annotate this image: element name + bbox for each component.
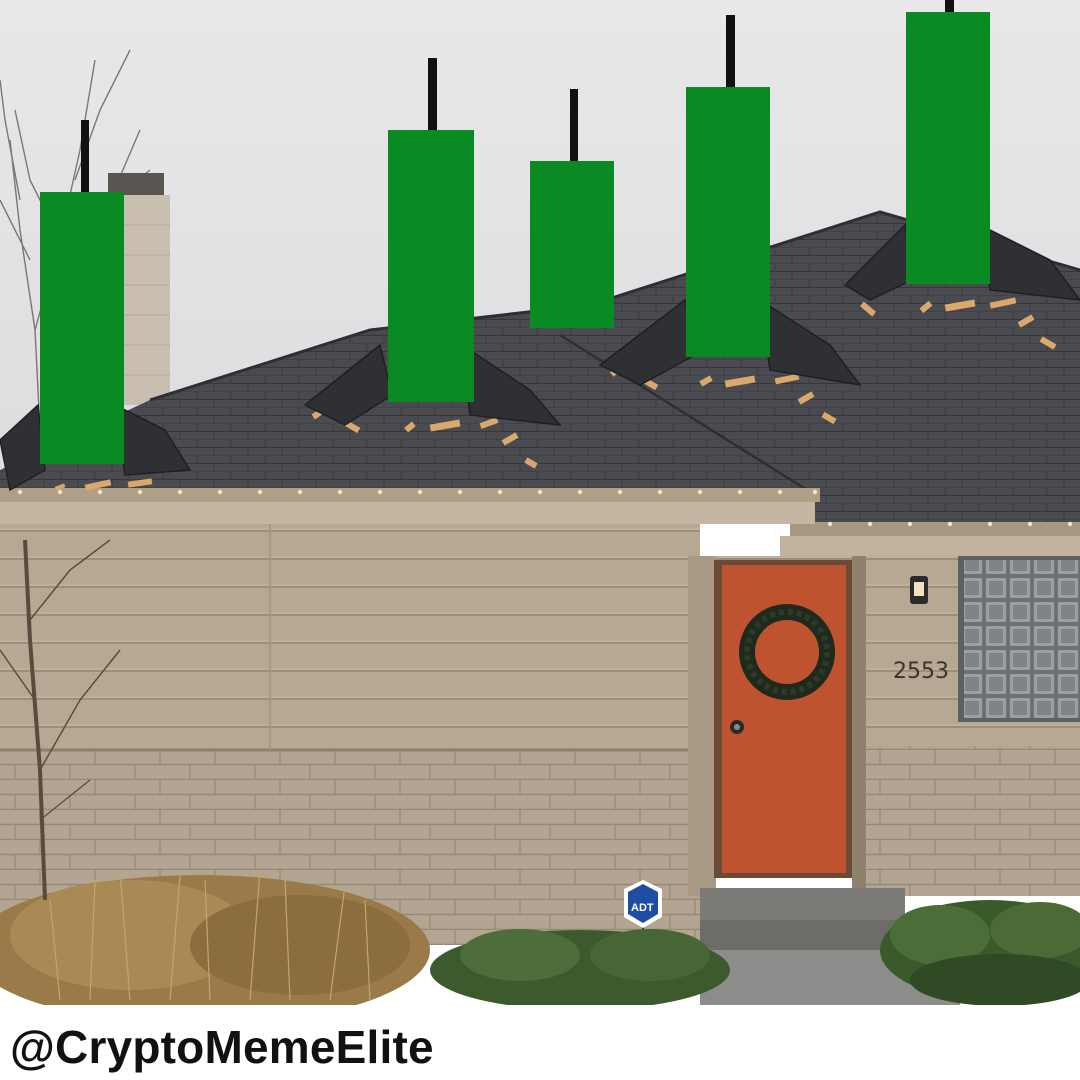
soffit-left — [0, 502, 815, 524]
green-candles — [40, 0, 990, 464]
candle-5 — [906, 0, 990, 284]
front-door — [714, 560, 852, 878]
candle-3 — [530, 89, 614, 328]
gutter-left — [0, 488, 820, 502]
house-wall-left — [0, 524, 700, 945]
wood-splinters — [54, 297, 1057, 491]
shrubs-right — [880, 900, 1080, 1005]
adt-sign-text: ADT — [631, 902, 654, 914]
adt-security-sign — [624, 880, 662, 960]
soffit-right — [780, 536, 1080, 556]
glass-block-window — [958, 556, 1080, 722]
chimney — [108, 173, 170, 405]
house-number: 2553 — [893, 659, 949, 684]
broken-shingles — [0, 223, 1080, 492]
candle-1 — [40, 120, 124, 464]
sapling — [0, 539, 121, 901]
candle-4 — [686, 15, 770, 357]
house-photo: 2553 ADT — [0, 0, 1080, 1005]
wreath — [739, 604, 835, 700]
shrubs-middle — [430, 929, 730, 1005]
porch-light — [910, 576, 928, 604]
candle-2 — [388, 58, 474, 402]
gutter-right — [790, 522, 1080, 536]
creator-handle: @CryptoMemeElite — [10, 1021, 434, 1073]
ornamental-grass — [0, 869, 430, 1005]
caption-bar: @CryptoMemeElite — [0, 1005, 1080, 1080]
string-lights — [17, 489, 1073, 527]
